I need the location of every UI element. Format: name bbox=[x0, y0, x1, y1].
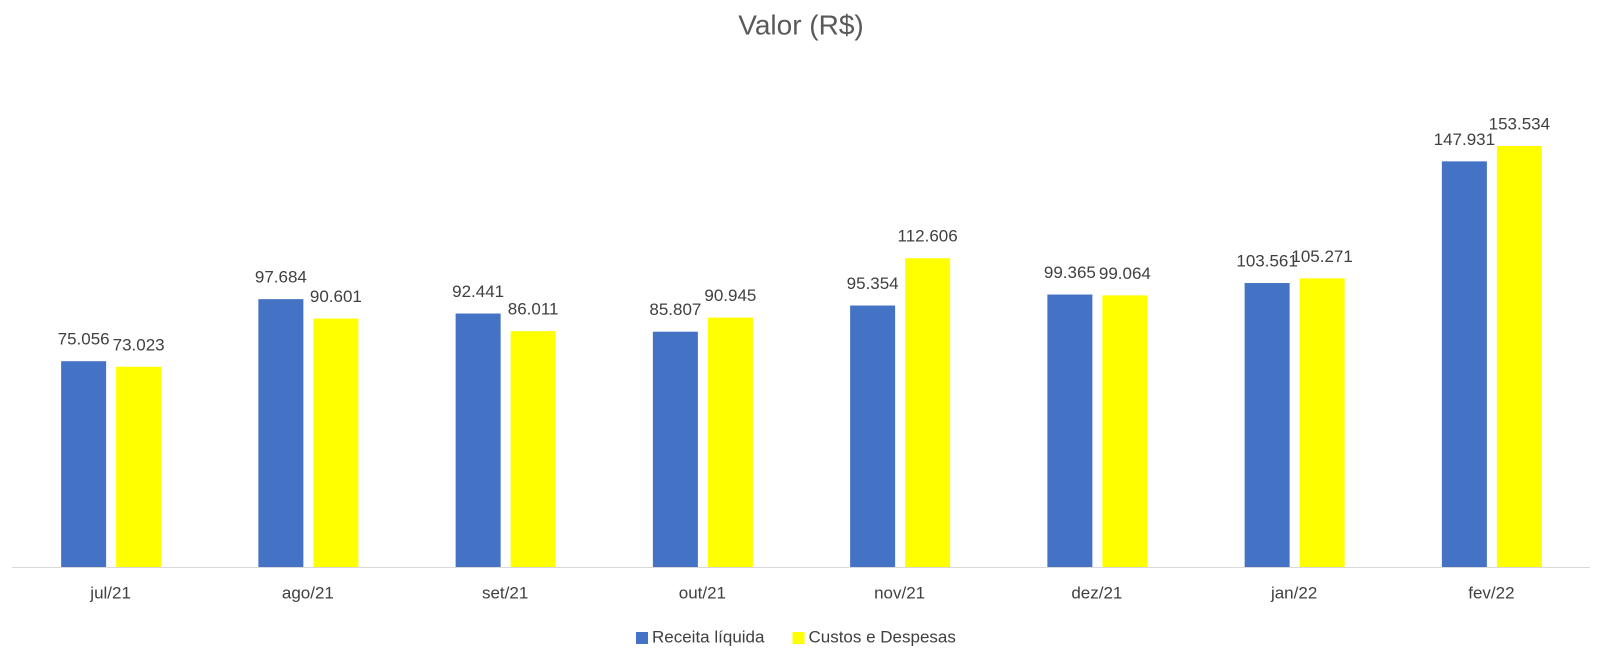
data-label: 92.441 bbox=[452, 282, 504, 301]
data-label: 97.684 bbox=[255, 268, 307, 287]
legend-swatch bbox=[636, 632, 648, 644]
bar bbox=[510, 331, 556, 567]
data-label: 153.534 bbox=[1489, 114, 1550, 133]
bar bbox=[905, 258, 951, 567]
bar bbox=[1102, 295, 1148, 567]
bar bbox=[1047, 294, 1093, 567]
data-label: 73.023 bbox=[113, 335, 165, 354]
x-tick-label: nov/21 bbox=[874, 583, 925, 602]
data-label: 95.354 bbox=[847, 274, 899, 293]
x-tick-label: fev/22 bbox=[1468, 583, 1514, 602]
bar bbox=[116, 366, 162, 567]
bar bbox=[258, 299, 304, 567]
bar bbox=[1496, 146, 1542, 567]
data-label: 103.561 bbox=[1236, 252, 1297, 271]
data-label: 99.365 bbox=[1044, 263, 1096, 282]
data-label: 147.931 bbox=[1434, 130, 1495, 149]
bar bbox=[1244, 283, 1290, 567]
bar bbox=[850, 305, 896, 567]
legend-swatch bbox=[792, 632, 805, 644]
chart-title: Valor (R$) bbox=[738, 9, 864, 40]
bar bbox=[455, 313, 501, 567]
data-label: 105.271 bbox=[1291, 247, 1352, 266]
data-label: 86.011 bbox=[508, 300, 559, 319]
x-tick-label: out/21 bbox=[679, 583, 726, 602]
data-label: 75.056 bbox=[58, 330, 110, 349]
bar bbox=[707, 317, 753, 567]
x-tick-label: set/21 bbox=[482, 583, 528, 602]
x-tick-label: ago/21 bbox=[282, 583, 334, 602]
data-label: 99.064 bbox=[1099, 264, 1151, 283]
bar bbox=[1299, 278, 1345, 567]
bar bbox=[313, 318, 359, 567]
data-label: 90.601 bbox=[310, 287, 362, 306]
legend-label: Custos e Despesas bbox=[808, 627, 955, 646]
bar bbox=[61, 361, 107, 567]
legend-label: Receita líquida bbox=[652, 627, 765, 646]
data-label: 85.807 bbox=[649, 300, 701, 319]
data-label: 90.945 bbox=[704, 286, 756, 305]
x-tick-label: dez/21 bbox=[1071, 583, 1122, 602]
x-tick-label: jul/21 bbox=[89, 583, 131, 602]
x-tick-label: jan/22 bbox=[1270, 583, 1317, 602]
data-label: 112.606 bbox=[898, 227, 958, 246]
bar bbox=[652, 331, 698, 567]
bar bbox=[1441, 161, 1487, 568]
